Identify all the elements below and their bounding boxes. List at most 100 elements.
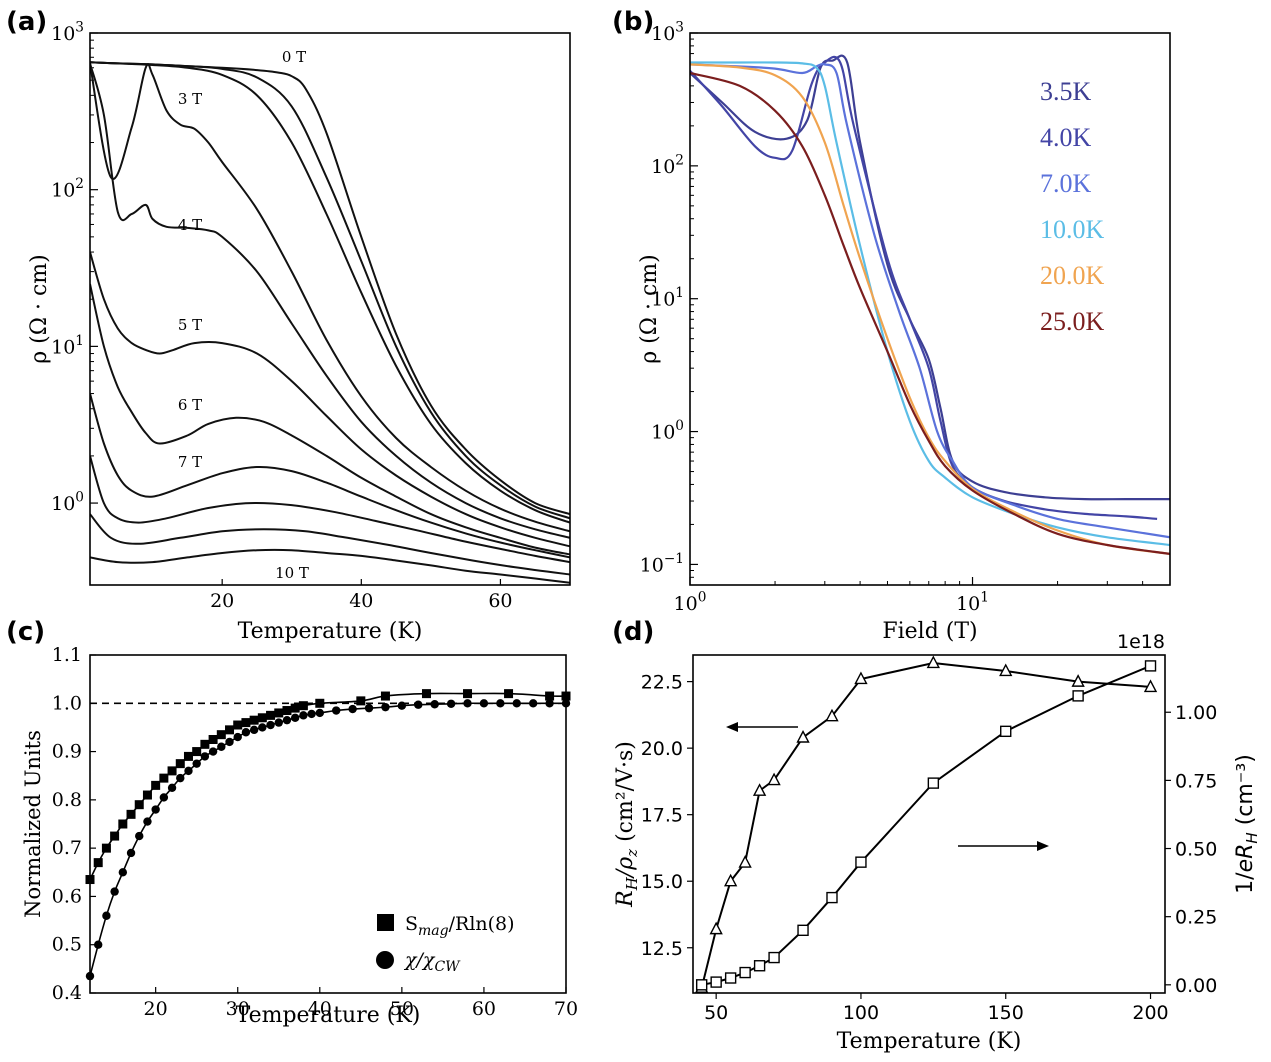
b-ytick-4-label: 103	[651, 19, 684, 45]
c-circle-point	[512, 699, 521, 708]
c-square-point	[241, 718, 251, 728]
d-triangle-point	[999, 663, 1013, 677]
c-legend-square-marker	[377, 914, 394, 931]
b-xtick-0-label: 100	[674, 589, 707, 615]
c-circle-point	[200, 752, 210, 761]
c-circle-point	[266, 720, 275, 730]
a-curve-label: 3 T	[178, 90, 202, 108]
a-xtick-0-label: 20	[210, 590, 234, 612]
c-circle-point	[225, 737, 234, 747]
d-square-point	[797, 924, 809, 937]
d-triangle-point	[854, 671, 868, 685]
panel-c-chart: 20 30 40 50 60 70 0.4 0.5 0.6 0.7 0.8 0.9 1.0 1.1 Smag…	[21, 644, 578, 1028]
c-circle-point	[159, 793, 169, 802]
c-ytick-2-label: 0.6	[52, 885, 82, 907]
d-square-point	[1000, 725, 1012, 738]
c-square-point	[151, 780, 161, 790]
c-circle-point	[496, 699, 505, 708]
c-xtick-3-label: 50	[390, 998, 414, 1020]
a-y-axis-title: ρ (Ω · cm)	[27, 254, 52, 364]
c-square-point	[290, 703, 300, 713]
c-square-point	[159, 773, 169, 783]
c-square-point	[142, 790, 152, 800]
d-series-line	[701, 664, 1151, 986]
c-circle-point	[151, 805, 160, 814]
c-circle-point	[381, 702, 390, 712]
c-circle-point	[167, 783, 177, 792]
a-curve-label: 5 T	[178, 316, 202, 334]
d-offset-label: 1e18	[1117, 631, 1165, 653]
c-circle-point	[299, 711, 308, 720]
d-axes-frame	[692, 654, 1166, 994]
d-triangle-point	[767, 772, 781, 786]
c-square-point	[298, 701, 308, 711]
d-square-point	[753, 960, 766, 972]
d-yltick-4-label: 22.5	[641, 672, 683, 694]
d-yltick-3-label: 20.0	[641, 738, 683, 760]
d-yrtick-2-label: 0.50	[1175, 839, 1217, 861]
a-series-line	[90, 61, 570, 516]
c-square-point	[216, 730, 226, 740]
d-yrtick-0-label: 0.00	[1175, 975, 1217, 997]
c-series-line	[89, 702, 566, 977]
c-circle-point	[332, 706, 341, 715]
c-square-point	[126, 809, 136, 819]
b-xtick-1-label: 101	[956, 589, 989, 615]
c-square-point	[315, 698, 325, 708]
a-series-line	[90, 393, 570, 559]
c-circle-point	[126, 848, 136, 858]
c-circle-point	[545, 699, 554, 708]
a-series-line	[90, 283, 570, 556]
c-circle-point	[348, 704, 357, 714]
c-circle-point	[176, 773, 185, 783]
c-circle-point	[118, 868, 128, 877]
d-series-line	[700, 661, 1151, 988]
c-legend-label-1: χ/χCW	[403, 949, 461, 975]
c-ytick-4-label: 0.8	[52, 789, 82, 811]
b-series-line	[690, 54, 1170, 501]
a-x-axis-title: Temperature (K)	[238, 619, 423, 644]
a-curve-label: 4 T	[178, 216, 202, 234]
a-series-line	[90, 251, 570, 548]
b-series-line	[690, 71, 1170, 555]
d-left-arrow-head	[726, 722, 738, 732]
a-series-line	[90, 61, 570, 524]
c-legend-circle-marker	[376, 951, 394, 969]
d-yltick-2-label: 17.5	[641, 805, 683, 827]
d-square-point	[739, 966, 751, 979]
panel-b-chart: 100 101 10−1 100 101 102 103 3.5K 4.0K 7.0K 10.0K 2…	[637, 19, 1171, 644]
panel-label-b: (b)	[612, 7, 654, 37]
c-square-point	[380, 691, 390, 701]
b-legend-entry: 20.0K	[1040, 261, 1105, 290]
d-yltick-1-label: 15.0	[641, 871, 683, 893]
d-triangle-point	[709, 921, 723, 935]
c-xtick-5-label: 70	[554, 998, 578, 1020]
b-ytick-1-label: 100	[651, 418, 684, 444]
c-circle-point	[463, 699, 472, 708]
b-legend-entry: 10.0K	[1040, 215, 1105, 244]
c-xtick-4-label: 60	[472, 998, 496, 1020]
d-triangle-point	[1071, 674, 1085, 687]
c-square-point	[257, 713, 267, 723]
c-circle-point	[110, 887, 119, 896]
d-square-point	[768, 951, 780, 964]
c-circle-point	[102, 911, 111, 920]
c-circle-point	[479, 699, 489, 708]
d-xtick-2-label: 150	[988, 1002, 1024, 1024]
a-ytick-2-label: 102	[51, 176, 84, 202]
c-circle-point	[241, 728, 251, 737]
d-yrtick-3-label: 0.75	[1175, 770, 1217, 792]
a-axes-frame	[89, 32, 571, 586]
c-circle-point	[143, 817, 152, 826]
a-curve-label: 10 T	[275, 564, 309, 582]
c-axes-frame	[89, 654, 567, 994]
c-circle-point	[192, 759, 201, 768]
c-circle-point	[364, 703, 374, 713]
d-square-point	[724, 972, 737, 984]
d-triangle-point	[1143, 679, 1158, 693]
c-square-point	[167, 766, 177, 776]
c-square-point	[110, 831, 120, 841]
d-square-point	[1072, 690, 1084, 702]
c-circle-point	[184, 766, 193, 776]
